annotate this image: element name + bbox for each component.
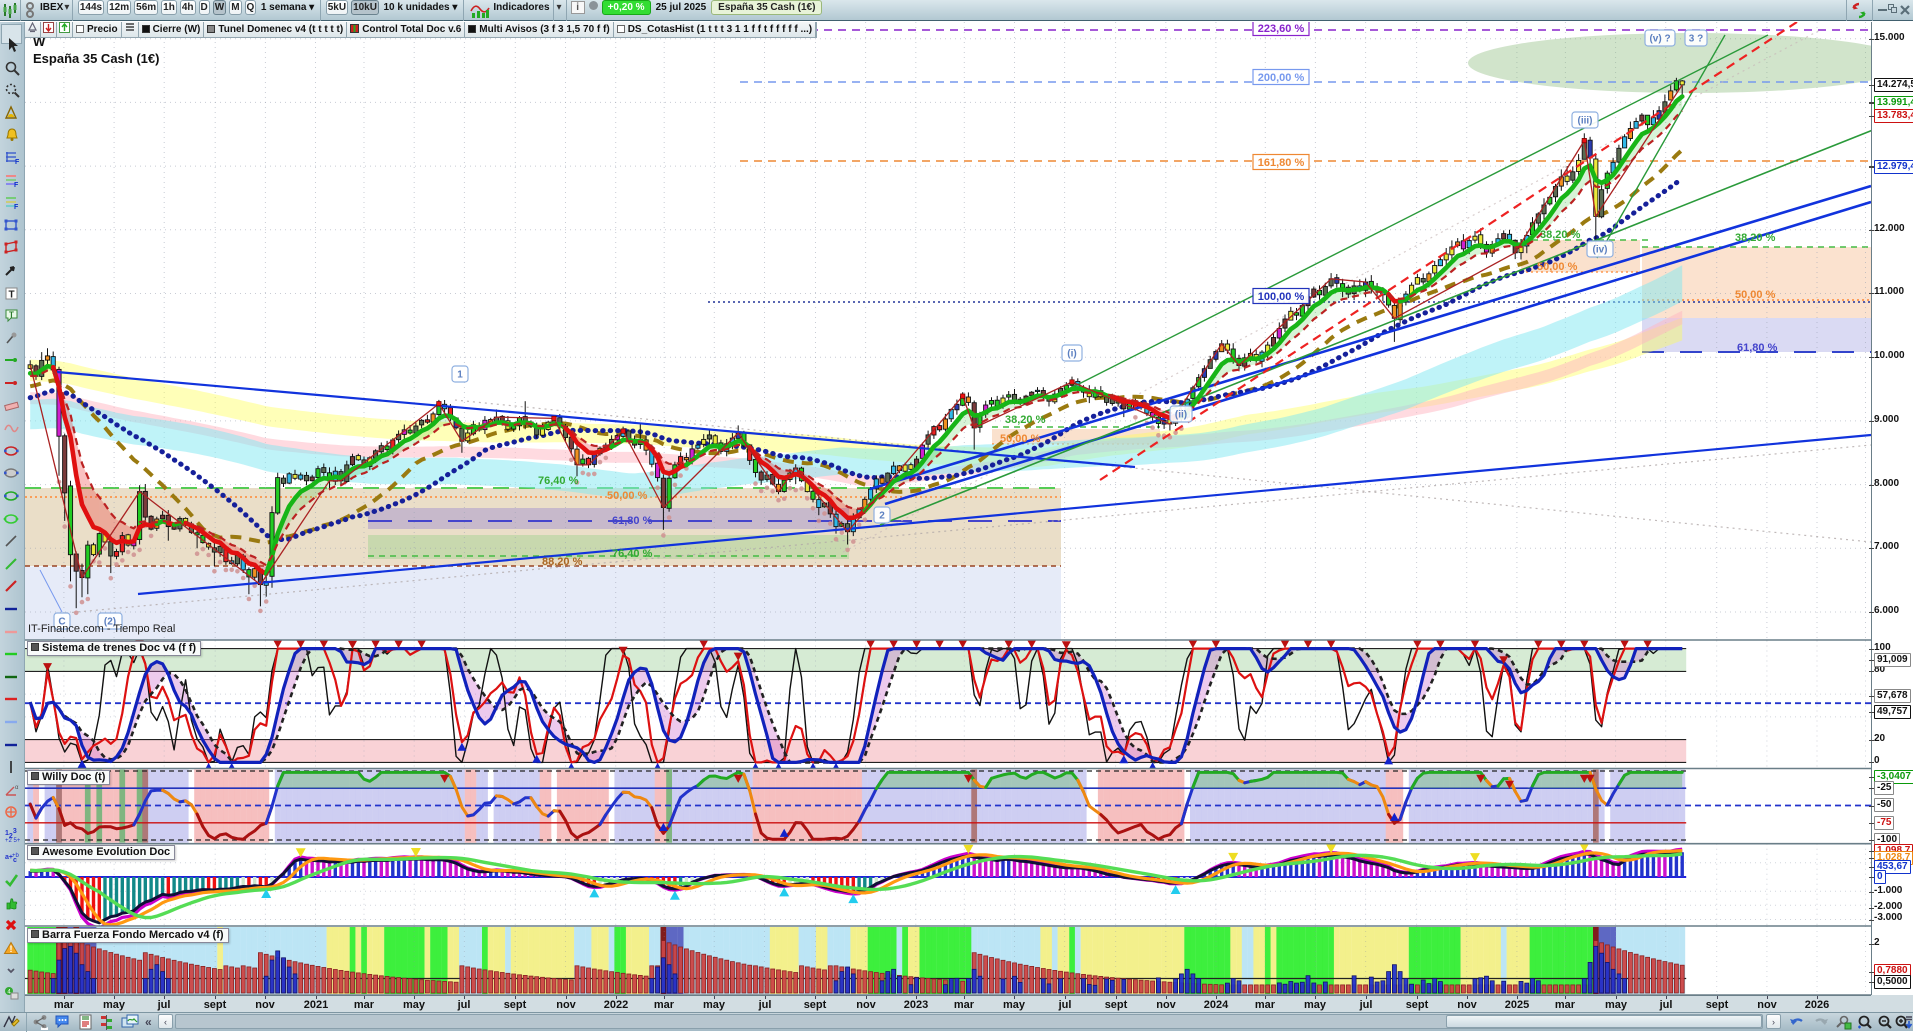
svg-text:50,00 %: 50,00 % xyxy=(1735,289,1776,301)
svg-text:(2): (2) xyxy=(104,617,116,628)
svg-text:α: α xyxy=(15,785,19,791)
svg-text:+2 5+: +2 5+ xyxy=(5,838,20,844)
svg-text:F: F xyxy=(14,204,19,211)
svg-text:38,20 %: 38,20 % xyxy=(1540,229,1581,241)
svg-text:61,80 %: 61,80 % xyxy=(1737,342,1778,354)
svg-text:(ii): (ii) xyxy=(1175,410,1187,421)
svg-text:C: C xyxy=(58,617,65,628)
svg-text:38,20 %: 38,20 % xyxy=(1735,232,1776,244)
svg-text:!: ! xyxy=(10,944,13,954)
svg-text:(v) ?: (v) ? xyxy=(1649,34,1670,45)
svg-text:223,60 %: 223,60 % xyxy=(1258,23,1305,35)
svg-text:76,40 %: 76,40 % xyxy=(538,475,579,487)
svg-text:F: F xyxy=(14,182,19,189)
svg-text:(i): (i) xyxy=(1067,349,1076,360)
svg-text:50,00 %: 50,00 % xyxy=(1537,261,1578,273)
svg-text:4: 4 xyxy=(7,990,11,996)
svg-text:76,40 %: 76,40 % xyxy=(612,548,653,560)
svg-text:123: 123 xyxy=(5,828,17,840)
svg-text:38,20 %: 38,20 % xyxy=(1005,414,1046,426)
svg-text:+b: +b xyxy=(12,853,20,859)
svg-text:88,20 %: 88,20 % xyxy=(542,556,583,568)
svg-text:(iv): (iv) xyxy=(1593,245,1608,256)
svg-text:50,00 %: 50,00 % xyxy=(1000,433,1041,445)
svg-text:200,00 %: 200,00 % xyxy=(1258,72,1305,84)
svg-text:a+c: a+c xyxy=(5,854,17,864)
svg-text:1: 1 xyxy=(457,370,463,381)
svg-text:España 35 Cash (1€): España 35 Cash (1€) xyxy=(33,51,159,66)
svg-text:61,80 %: 61,80 % xyxy=(612,515,653,527)
svg-text:50,00 %: 50,00 % xyxy=(607,490,648,502)
svg-text:IT-Finance.com - Tiempo Real: IT-Finance.com - Tiempo Real xyxy=(28,623,175,635)
svg-text:F: F xyxy=(15,159,20,166)
svg-text:(iii): (iii) xyxy=(1578,116,1593,127)
svg-text:3 ?: 3 ? xyxy=(1689,34,1703,45)
svg-text:T: T xyxy=(9,311,14,320)
svg-text:T: T xyxy=(8,290,14,301)
svg-text:2: 2 xyxy=(879,511,885,522)
svg-text:161,80 %: 161,80 % xyxy=(1258,157,1305,169)
svg-text:100,00 %: 100,00 % xyxy=(1258,291,1305,303)
